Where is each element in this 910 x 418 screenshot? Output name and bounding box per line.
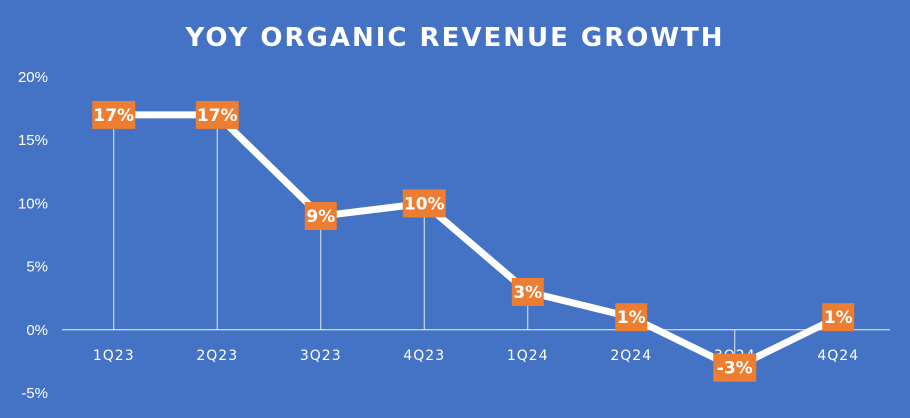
data-label-box	[92, 100, 136, 129]
drop-lines	[113, 114, 839, 368]
data-label: -3%	[713, 353, 757, 382]
data-label: 1%	[615, 303, 648, 332]
data-label: 3%	[511, 277, 544, 306]
x-tick-label: 1Q24	[507, 348, 549, 364]
data-label-text: 17%	[93, 106, 134, 126]
y-tick-label: 10%	[18, 195, 48, 212]
x-tick-label: 3Q23	[300, 348, 342, 364]
x-tick-label: 2Q23	[196, 348, 238, 364]
data-label-box	[713, 353, 757, 382]
y-tick-label: 5%	[26, 259, 48, 276]
data-label: 10%	[402, 189, 446, 218]
x-tick-label: 2Q24	[610, 348, 652, 364]
data-label: 17%	[195, 100, 239, 129]
data-label-box	[402, 189, 446, 218]
data-label-text: 10%	[404, 194, 445, 214]
data-label-box	[195, 100, 239, 129]
data-label-text: 1%	[617, 308, 646, 328]
data-label-text: 3%	[513, 283, 542, 303]
x-tick-label: 1Q23	[93, 348, 135, 364]
data-label: 9%	[304, 202, 337, 231]
data-label: 17%	[92, 100, 136, 129]
data-label: 1%	[822, 303, 855, 332]
x-tick-label: 4Q24	[817, 348, 859, 364]
data-label-box	[615, 303, 648, 332]
data-label-text: 9%	[306, 207, 335, 227]
data-label-box	[822, 303, 855, 332]
data-label-text: 17%	[197, 106, 238, 126]
y-tick-label: -5%	[21, 385, 48, 402]
y-tick-label: 0%	[26, 322, 48, 339]
data-labels: 17% 17% 9% 10% 3% 1% -3% 1%	[92, 100, 855, 382]
chart-title: YOY ORGANIC REVENUE GROWTH	[184, 23, 724, 53]
data-label-text: 1%	[824, 308, 853, 328]
y-axis: 20% 15% 10% 5% 0% -5%	[18, 69, 48, 402]
data-label-text: -3%	[717, 359, 753, 379]
y-tick-label: 20%	[18, 69, 48, 86]
x-tick-label: 4Q23	[403, 348, 445, 364]
y-tick-label: 15%	[18, 132, 48, 149]
data-label-box	[511, 277, 544, 306]
data-label-box	[304, 202, 337, 231]
